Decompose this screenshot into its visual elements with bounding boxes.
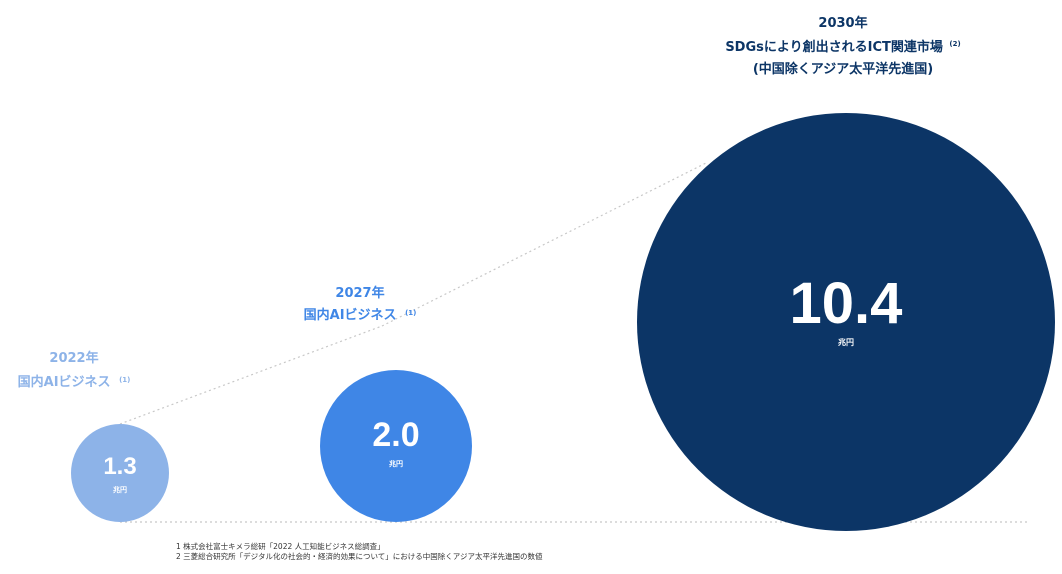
bubble-unit-2022: 兆円: [113, 485, 127, 494]
bubble-2030: [637, 113, 1055, 531]
bubble-unit-2030: 兆円: [838, 337, 854, 347]
bubble-2022: [71, 424, 169, 522]
footnote-1: 1 株式会社富士キメラ総研「2022 人工知能ビジネス総調査」: [176, 542, 385, 551]
label-ref-2027: (1): [405, 309, 416, 317]
label-desc-text-2030: SDGsにより創出されるICT関連市場: [725, 39, 943, 55]
label-desc-text-2022: 国内AIビジネス: [18, 374, 111, 390]
label-desc-2022: 国内AIビジネス (1): [18, 374, 131, 390]
bubble-2027: [320, 370, 472, 522]
label-desc-line2-2030: (中国除くアジア太平洋先進国): [753, 61, 933, 77]
label-ref-2022: (1): [119, 376, 130, 384]
connector-line-1: [119, 325, 383, 425]
label-desc-2027: 国内AIビジネス (1): [304, 307, 417, 323]
bubble-value-2022: 1.3: [103, 453, 136, 480]
footnote-2: 2 三菱総合研究所「デジタル化の社会的・経済的効果について」における中国除くアジ…: [176, 552, 543, 561]
connector-line-2: [381, 162, 707, 327]
label-desc-2030: SDGsにより創出されるICT関連市場 (2): [725, 39, 960, 55]
label-year-2027: 2027年: [335, 285, 384, 301]
label-year-2030: 2030年: [818, 15, 867, 31]
footnotes: 1 株式会社富士キメラ総研「2022 人工知能ビジネス総調査」 2 三菱総合研究…: [176, 542, 542, 562]
label-year-2022: 2022年: [49, 350, 98, 366]
bubble-value-2027: 2.0: [372, 416, 419, 454]
label-desc-text-2027: 国内AIビジネス: [304, 307, 397, 323]
bubble-unit-2027: 兆円: [389, 459, 403, 468]
bubble-value-2030: 10.4: [790, 271, 903, 336]
label-ref-2030: (2): [949, 40, 960, 48]
